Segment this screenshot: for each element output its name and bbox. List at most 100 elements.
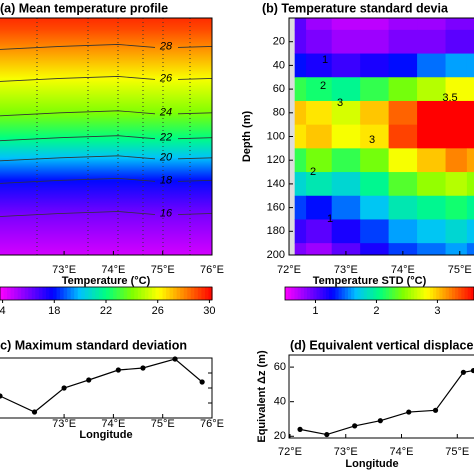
colorbar-segment (316, 287, 321, 300)
y-tick-label: 120 (267, 154, 285, 166)
std-cell (331, 243, 361, 256)
y-tick-label: 160 (267, 202, 285, 214)
colorbar-segment (363, 287, 368, 300)
std-cell (388, 148, 418, 173)
colorbar-segment (201, 287, 206, 300)
colorbar-segment (370, 287, 374, 300)
colorbar-segment (166, 287, 171, 300)
temperature-band (0, 78, 212, 114)
std-cell (294, 172, 307, 197)
std-cell (331, 172, 361, 197)
colorbar-label: Temperature (°C) (62, 275, 151, 287)
colorbar-segment (354, 287, 359, 300)
colorbar-segment (91, 287, 96, 300)
data-point (460, 369, 467, 375)
colorbar-segment (470, 287, 474, 300)
colorbar-segment (310, 287, 314, 300)
colorbar-segment (303, 287, 308, 300)
colorbar-segment (392, 287, 396, 300)
temperature-band (0, 157, 212, 181)
colorbar-segment (7, 287, 12, 300)
std-cell (306, 243, 333, 256)
colorbar-segment (148, 287, 153, 300)
colorbar-segment (407, 287, 412, 300)
y-tick-label: 140 (267, 178, 285, 190)
contour-label: 22 (159, 132, 172, 144)
std-cell (388, 77, 418, 102)
colorbar-segment (17, 287, 22, 300)
colorbar-segment (187, 287, 192, 300)
colorbar-segment (67, 287, 72, 300)
colorbar-segment (344, 287, 349, 300)
colorbar-segment (404, 287, 409, 300)
std-cell (360, 219, 390, 244)
x-tick-label: 74°E (101, 264, 125, 276)
std-cell (306, 219, 333, 244)
x-tick-label: 73°E (52, 264, 76, 276)
colorbar-segment (3, 287, 8, 300)
std-cell (331, 195, 361, 220)
x-tick-label: 76°E (200, 418, 224, 430)
x-tick-label: 73°E (334, 264, 358, 276)
std-cell (360, 124, 390, 149)
contour-line (0, 135, 213, 142)
panel-title: (c) Maximum standard deviation (0, 338, 187, 352)
colorbar-segment (49, 287, 54, 300)
std-cell (360, 195, 390, 220)
colorbar-segment (357, 287, 362, 300)
colorbar-segment (190, 287, 195, 300)
colorbar-segment (322, 287, 327, 300)
colorbar-segment (461, 287, 466, 300)
data-point (172, 356, 178, 362)
colorbar-segment (420, 287, 425, 300)
colorbar-segment (376, 287, 381, 300)
data-line (299, 369, 474, 436)
std-cell (466, 124, 474, 149)
colorbar-segment (467, 287, 472, 300)
contour-line (0, 155, 213, 162)
std-cell (294, 124, 307, 149)
std-cell (466, 100, 474, 126)
colorbar-segment (10, 287, 15, 300)
colorbar-segment (77, 287, 82, 300)
colorbar-segment (21, 287, 26, 300)
std-cell (466, 29, 474, 55)
data-line (0, 358, 203, 413)
y-tick-label: 100 (267, 130, 285, 142)
colorbar-segment (348, 287, 352, 300)
data-point (470, 367, 474, 374)
x-tick-label: 74°E (390, 446, 414, 458)
std-cell (306, 124, 333, 149)
data-point (31, 409, 38, 415)
std-cell (417, 53, 447, 78)
std-cell (445, 172, 468, 197)
temperature-band (0, 137, 212, 159)
contour-label: 2 (310, 166, 316, 178)
colorbar-segment (98, 287, 104, 300)
y-tick-label: 40 (274, 396, 286, 408)
colorbar-segment (45, 287, 51, 300)
contour-label: 18 (160, 174, 173, 186)
std-cell (417, 124, 447, 149)
plot-frame (0, 357, 213, 419)
colorbar-segment (439, 287, 444, 300)
std-cell (388, 172, 418, 197)
std-cell (388, 243, 418, 256)
std-cell (331, 18, 361, 31)
temperature-band (0, 18, 212, 31)
std-cell (445, 195, 468, 220)
colorbar-segment (173, 287, 178, 300)
colorbar-segment (63, 287, 68, 300)
contour-line (0, 76, 213, 82)
std-cell (306, 100, 333, 126)
colorbar-tick-label: 4 (0, 305, 6, 317)
std-cell (331, 53, 361, 78)
std-cell (294, 243, 307, 256)
plot-frame (0, 17, 213, 256)
x-tick-label: 76°E (200, 264, 224, 276)
x-tick-label: 75°E (151, 264, 175, 276)
colorbar-tick-label: 2 (373, 305, 379, 317)
std-cell (445, 148, 468, 173)
colorbar-segment (332, 287, 336, 300)
std-cell (445, 100, 468, 126)
